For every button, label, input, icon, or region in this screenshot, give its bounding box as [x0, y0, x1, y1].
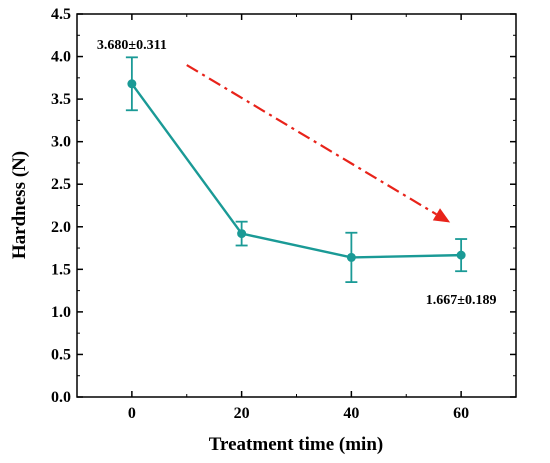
y-tick-label: 0.0: [51, 389, 71, 406]
data-series: [127, 79, 466, 262]
y-tick-label: 3.0: [51, 134, 71, 151]
x-tick-label: 0: [128, 405, 136, 422]
error-bars: [125, 56, 468, 284]
data-point: [346, 252, 356, 262]
x-tick-label: 40: [343, 405, 359, 422]
x-axis-ticks: 0 20 40 60: [76, 14, 517, 422]
y-tick-label: 0.5: [51, 346, 71, 363]
x-axis-label: Treatment time (min): [209, 434, 383, 455]
y-tick-label: 4.5: [51, 6, 71, 23]
y-tick-label: 1.0: [51, 304, 71, 321]
y-axis-label: Hardness (N): [9, 151, 30, 259]
data-point: [237, 229, 247, 239]
y-axis-ticks: 0.0 0.5 1.0 1.5 2.0 2.5 3.0 3.5 4.0 4.5: [51, 6, 516, 406]
plot-frame: [76, 13, 517, 398]
y-tick-label: 2.0: [51, 219, 71, 236]
trend-arrow-line: [186, 64, 437, 216]
trend-arrow: [186, 64, 451, 223]
trend-arrow-head: [432, 208, 451, 223]
y-tick-label: 3.5: [51, 91, 71, 108]
y-tick-label: 1.5: [51, 261, 71, 278]
series-line: [130, 83, 462, 259]
y-tick-label: 4.0: [51, 49, 71, 66]
y-tick-label: 2.5: [51, 176, 71, 193]
annotation-label: 3.680±0.311: [97, 38, 167, 53]
data-point: [127, 79, 137, 89]
data-point: [456, 250, 466, 260]
x-tick-label: 20: [234, 405, 250, 422]
annotation-label: 1.667±0.189: [426, 293, 497, 308]
annotations: 3.680±0.311 1.667±0.189: [97, 38, 497, 308]
x-tick-label: 60: [453, 405, 469, 422]
